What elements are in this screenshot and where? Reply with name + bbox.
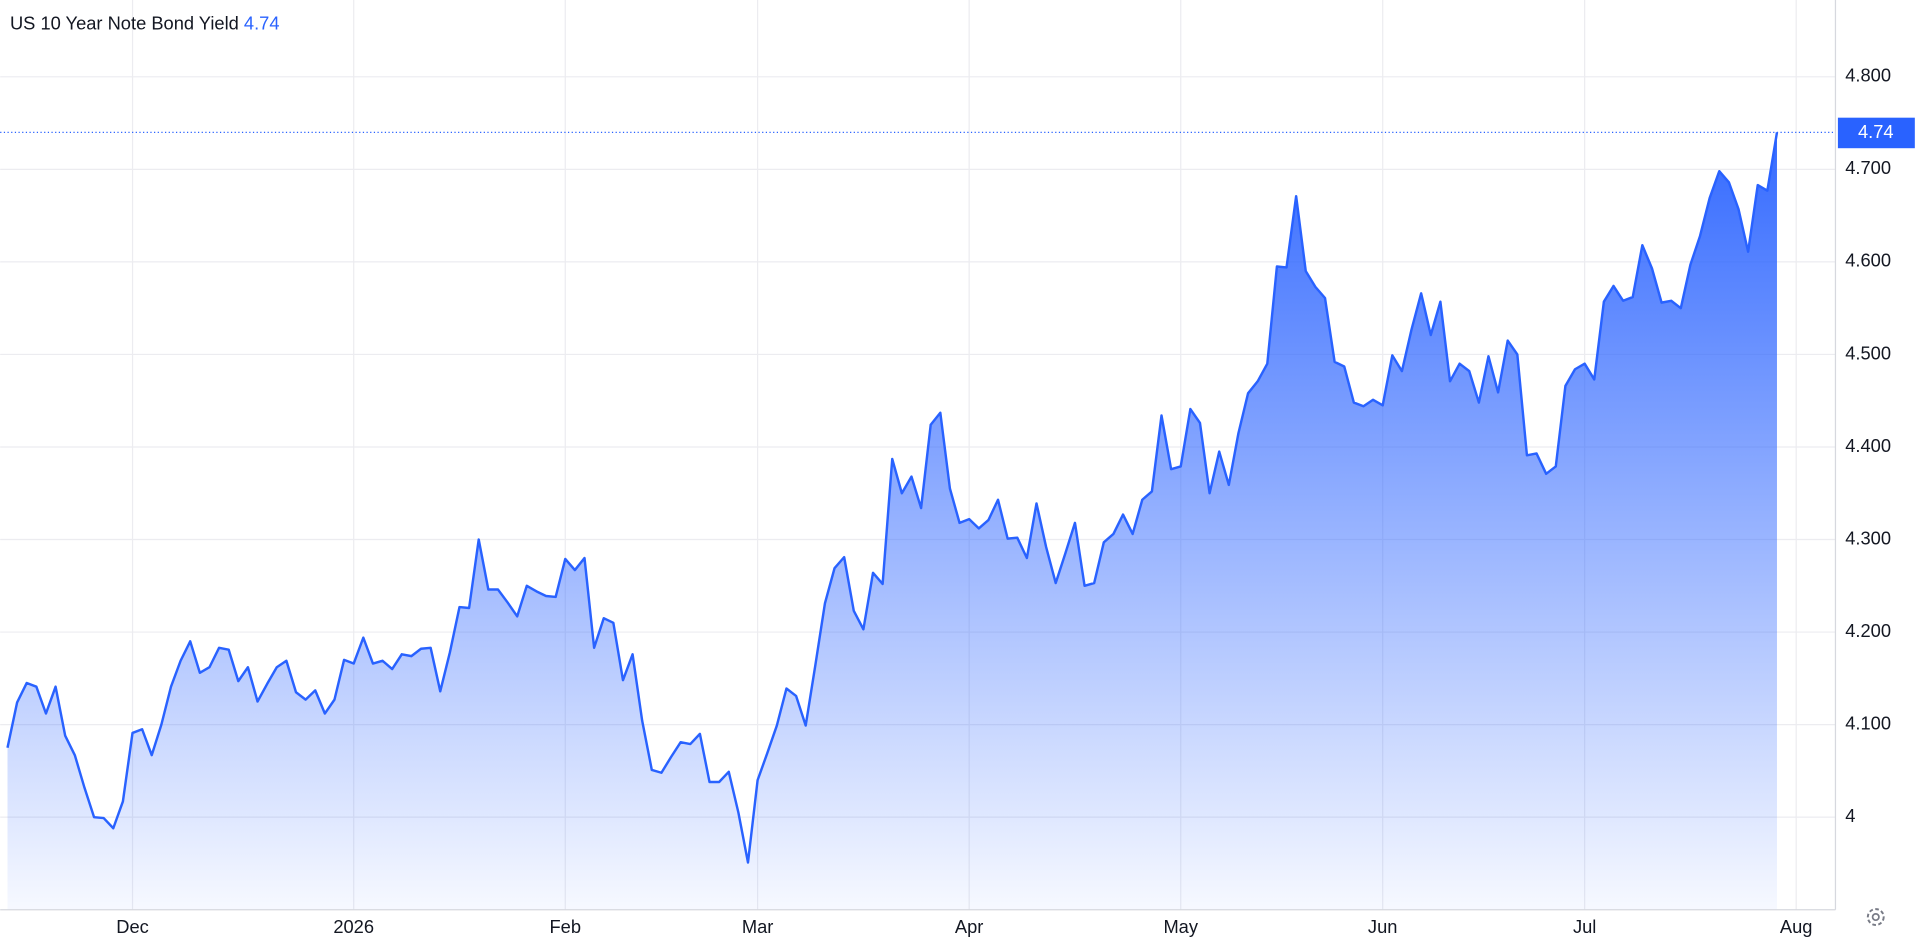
x-tick-label: Feb bbox=[550, 916, 582, 937]
x-tick-label: May bbox=[1163, 916, 1198, 937]
y-tick-label: 4.100 bbox=[1845, 712, 1891, 733]
x-tick-label: Dec bbox=[116, 916, 149, 937]
x-tick-label: Jun bbox=[1368, 916, 1398, 937]
y-tick-label: 4.800 bbox=[1845, 65, 1891, 86]
y-tick-label: 4.400 bbox=[1845, 435, 1891, 456]
x-tick-label: Aug bbox=[1780, 916, 1813, 937]
y-tick-label: 4.500 bbox=[1845, 342, 1891, 363]
y-tick-label: 4 bbox=[1845, 805, 1855, 826]
x-tick-label: 2026 bbox=[333, 916, 374, 937]
x-tick-label: Apr bbox=[955, 916, 983, 937]
chart-title: US 10 Year Note Bond Yield 4.74 bbox=[10, 12, 280, 33]
last-value-tag bbox=[1837, 117, 1915, 149]
title-value: 4.74 bbox=[244, 12, 280, 33]
x-tick-label: Mar bbox=[742, 916, 774, 937]
title-text: US 10 Year Note Bond Yield bbox=[10, 12, 239, 33]
last-value-label: 4.74 bbox=[1858, 121, 1894, 142]
settings-icon[interactable] bbox=[1866, 908, 1885, 926]
y-tick-label: 4.200 bbox=[1845, 620, 1891, 641]
y-tick-label: 4.300 bbox=[1845, 527, 1891, 548]
y-tick-label: 4.600 bbox=[1845, 250, 1891, 271]
x-tick-label: Jul bbox=[1573, 916, 1596, 937]
line bbox=[6, 132, 1779, 864]
y-tick-label: 4.700 bbox=[1845, 157, 1891, 178]
area-fill bbox=[7, 132, 1777, 910]
